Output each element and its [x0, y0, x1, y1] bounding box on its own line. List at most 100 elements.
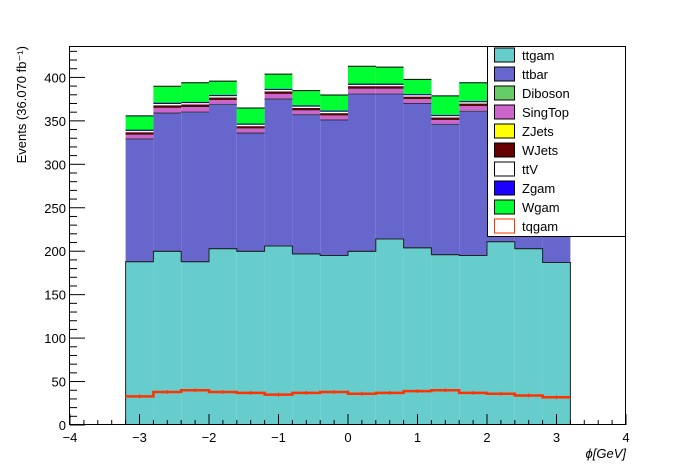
y-tick-label: 200	[44, 244, 66, 259]
legend-swatch-ttv	[494, 161, 515, 177]
bar-ttgam-bin-15	[542, 262, 571, 425]
bar-wgam-bin-2	[181, 82, 209, 102]
legend: ttgam ttbar Diboson SingTop ZJets WJets ttV Zga…	[487, 46, 626, 237]
bar-singtop-bin-12	[459, 105, 487, 111]
bar-wjets-bin-4	[236, 126, 265, 128]
bar-ttbar-bin-4	[236, 133, 265, 252]
y-tick-label: 250	[44, 201, 66, 216]
bar-wgam-bin-5	[264, 74, 293, 89]
legend-label-singtop: SingTop	[522, 105, 569, 120]
bar-ttgam-bin-9	[375, 239, 404, 425]
bar-wjets-bin-6	[292, 108, 321, 110]
overlay-layer	[125, 388, 571, 400]
bar-singtop-bin-4	[236, 128, 265, 133]
legend-label-ttbar: ttbar	[522, 67, 549, 82]
bar-ttv-bin-3	[209, 95, 237, 98]
bar-ttbar-bin-2	[181, 112, 209, 262]
bar-wgam-bin-6	[292, 90, 321, 106]
bar-ttv-bin-12	[459, 101, 487, 104]
bar-singtop-bin-2	[181, 106, 209, 112]
bar-wgam-bin-7	[320, 94, 348, 111]
y-tick-label: 150	[44, 288, 66, 303]
x-tick-label: −2	[202, 430, 217, 445]
bar-zgam-bin-10	[403, 94, 432, 95]
bar-singtop-bin-1	[153, 107, 182, 113]
bar-wgam-bin-3	[209, 81, 237, 95]
bar-singtop-bin-6	[292, 110, 321, 115]
bar-singtop-bin-11	[431, 119, 460, 124]
bar-wjets-bin-1	[153, 105, 182, 108]
bar-ttv-bin-1	[153, 103, 182, 106]
x-tick-label: −4	[63, 430, 78, 445]
bar-singtop-bin-3	[209, 99, 237, 104]
bar-ttv-bin-5	[264, 89, 293, 92]
bar-ttbar-bin-8	[348, 93, 376, 252]
y-tick-label: 0	[59, 418, 66, 433]
bar-wgam-bin-0	[125, 115, 154, 130]
x-tick-label: 2	[483, 430, 490, 445]
y-tick-label: 100	[44, 331, 66, 346]
x-axis-label: ϕ[GeV]	[586, 446, 627, 461]
bar-zgam-bin-3	[209, 94, 237, 96]
bar-wjets-bin-12	[459, 103, 487, 106]
bar-ttbar-bin-7	[320, 119, 348, 256]
x-tick-label: 0	[344, 430, 351, 445]
bar-singtop-bin-9	[375, 88, 404, 94]
legend-label-zgam: Zgam	[522, 181, 555, 196]
bar-wgam-bin-11	[431, 95, 460, 115]
legend-label-ttgam: ttgam	[522, 48, 555, 63]
bar-ttbar-bin-12	[459, 111, 487, 256]
ttgam-step-outline	[125, 238, 571, 425]
x-tick-label: 1	[414, 430, 421, 445]
bar-singtop-bin-5	[264, 93, 293, 99]
bar-ttv-bin-11	[431, 115, 460, 118]
bar-singtop-bin-7	[320, 115, 348, 120]
legend-label-diboson: Diboson	[522, 86, 570, 101]
legend-swatch-zjets	[494, 123, 515, 139]
x-tick-label: −1	[271, 430, 286, 445]
bar-ttbar-bin-10	[403, 103, 432, 248]
tqgam-step-line	[125, 388, 571, 399]
bar-zgam-bin-0	[125, 129, 154, 131]
bar-ttgam-bin-8	[348, 251, 376, 425]
x-tick-label: 3	[553, 430, 560, 445]
y-tick-label: 50	[52, 375, 66, 390]
bar-zgam-bin-7	[320, 110, 348, 112]
bar-wjets-bin-2	[181, 104, 209, 107]
bar-ttv-bin-7	[320, 111, 348, 114]
bar-wgam-bin-12	[459, 82, 487, 102]
bar-ttbar-bin-6	[292, 114, 321, 254]
bar-ttgam-bin-10	[403, 247, 432, 425]
legend-swatch-wgam	[494, 199, 515, 215]
bar-singtop-bin-8	[348, 88, 376, 94]
bar-ttbar-bin-3	[209, 104, 237, 249]
bar-ttv-bin-4	[236, 124, 265, 127]
bar-ttv-bin-10	[403, 94, 432, 97]
bar-ttbar-bin-5	[264, 99, 293, 246]
legend-swatch-singtop	[494, 104, 515, 120]
bar-wjets-bin-10	[403, 96, 432, 99]
bar-ttgam-bin-7	[320, 255, 348, 425]
bar-ttbar-bin-11	[431, 124, 460, 255]
bar-zgam-bin-9	[375, 83, 404, 85]
y-axis-label: Events (36.070 fb⁻¹)	[14, 46, 29, 163]
bar-ttgam-bin-3	[209, 248, 237, 425]
bar-singtop-bin-10	[403, 98, 432, 104]
legend-swatch-ttbar	[494, 66, 515, 82]
legend-label-ttv: ttV	[522, 162, 538, 177]
legend-swatch-wjets	[494, 142, 515, 158]
legend-label-tqgam: tqgam	[522, 219, 558, 234]
bar-zgam-bin-1	[153, 102, 182, 104]
y-tick-label: 350	[44, 114, 66, 129]
bar-ttv-bin-0	[125, 130, 154, 133]
legend-swatch-ttgam	[494, 47, 515, 63]
legend-swatch-zgam	[494, 180, 515, 196]
bar-zgam-bin-12	[459, 101, 487, 102]
bar-ttgam-bin-11	[431, 254, 460, 425]
bar-wgam-bin-9	[375, 67, 404, 84]
bar-wgam-bin-1	[153, 86, 182, 103]
bar-ttbar-bin-0	[125, 139, 154, 262]
bar-zgam-bin-5	[264, 88, 293, 90]
bar-ttv-bin-9	[375, 84, 404, 87]
bar-ttv-bin-2	[181, 102, 209, 105]
